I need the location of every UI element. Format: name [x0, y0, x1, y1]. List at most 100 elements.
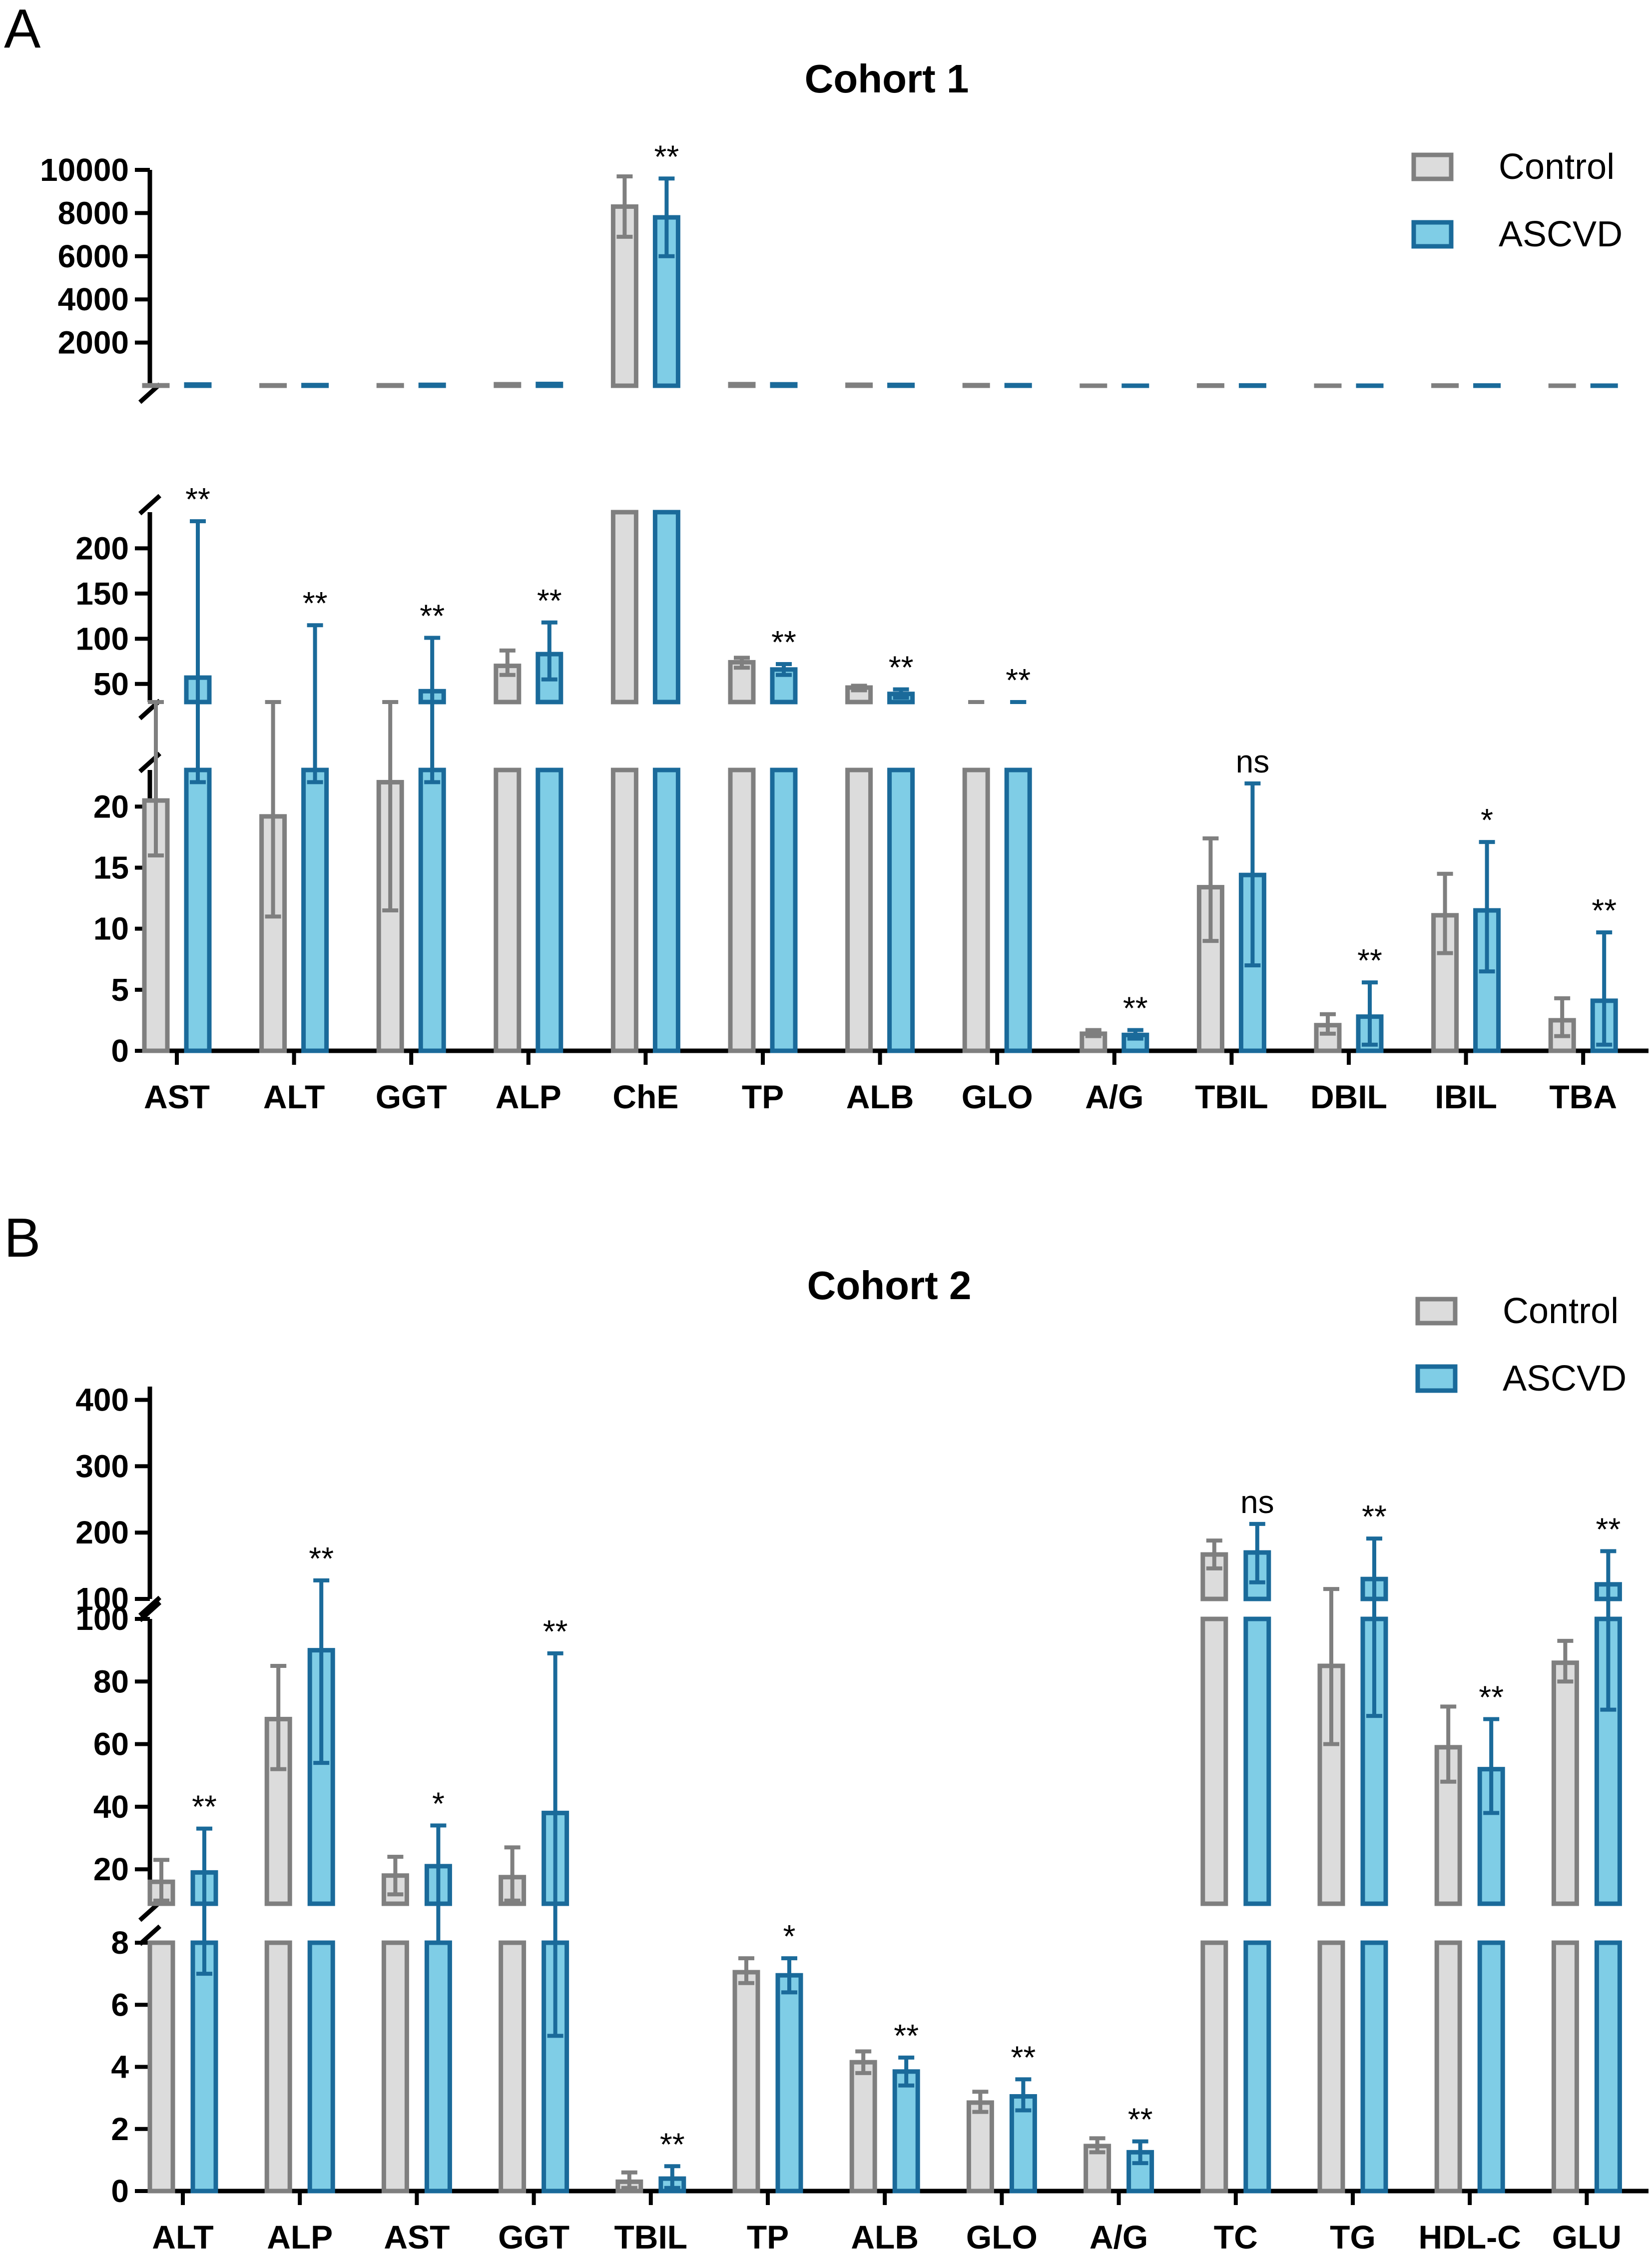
bar-ascvd [775, 1973, 803, 2194]
bar-control [1196, 885, 1224, 1053]
significance-label: ** [192, 1789, 217, 1825]
significance-label: * [432, 1785, 445, 1821]
bar-ascvd [1477, 1940, 1505, 2194]
y-tick-label: 200 [75, 530, 129, 566]
significance-label: ** [771, 624, 796, 660]
bar-ascvd [184, 767, 212, 1053]
y-tick-label: 5 [111, 972, 129, 1008]
bar-ascvd [770, 767, 798, 1053]
chart-title: Cohort 1 [805, 56, 969, 101]
y-tick-label: 0 [111, 2173, 129, 2209]
y-tick-label: 200 [75, 1514, 129, 1550]
significance-label: ** [1596, 1511, 1621, 1547]
significance-label: ** [889, 650, 914, 686]
x-tick-label: ALT [152, 2219, 213, 2256]
bar-ascvd [418, 767, 446, 1053]
significance-label: ns [1236, 744, 1270, 779]
significance-label: ns [1240, 1484, 1274, 1520]
y-tick-label: 8000 [58, 195, 129, 231]
y-tick-label: 10000 [40, 152, 129, 188]
bar-control [259, 383, 287, 388]
x-tick-label: GGT [376, 1078, 447, 1115]
x-tick-label: ALP [496, 1078, 561, 1115]
x-tick-label: TBIL [1195, 1078, 1268, 1115]
chart-title: Cohort 2 [807, 1263, 972, 1308]
bar-control [732, 1970, 760, 2194]
panel-letter: B [4, 1207, 40, 1269]
y-tick-label: 20 [93, 788, 129, 824]
significance-label: ** [1479, 1679, 1504, 1715]
bar-ascvd [887, 382, 915, 388]
significance-label: * [1481, 802, 1493, 838]
bar-control [142, 383, 170, 388]
bar-ascvd [770, 382, 798, 388]
legend-swatch-ascvd [1411, 220, 1454, 249]
x-tick-label: DBIL [1310, 1078, 1387, 1115]
significance-label: ** [1123, 990, 1148, 1026]
axis-break-mark [138, 1595, 162, 1617]
significance-label: ** [420, 598, 445, 634]
x-tick-label: ChE [612, 1078, 678, 1115]
bar-ascvd [652, 767, 680, 1053]
axis-break-mark [138, 1924, 162, 1946]
x-tick-label: IBIL [1435, 1078, 1497, 1115]
y-tick-label: 2 [111, 2111, 129, 2147]
panel-a: A Cohort 1 0 5 10 15 20 50 100 150 200 2000 4000 6000… [4, 0, 1649, 1115]
x-tick-label: TP [747, 2219, 789, 2256]
legend-swatch-control [1411, 152, 1454, 181]
bar-ascvd [652, 510, 680, 705]
bar-ascvd [1238, 383, 1266, 388]
x-tick-label: ALB [851, 2219, 919, 2256]
x-tick-label: TP [742, 1078, 784, 1115]
y-tick-label: 15 [93, 849, 129, 885]
bar-control [845, 382, 873, 388]
bar-ascvd [887, 767, 915, 1053]
significance-label: ** [660, 2126, 685, 2162]
bar-control [499, 1940, 527, 2194]
bar-control [1434, 1940, 1462, 2194]
bar-control [849, 2060, 877, 2194]
x-tick-label: ALP [267, 2219, 333, 2256]
y-tick-label: 100 [75, 1581, 129, 1617]
bar-ascvd [536, 767, 563, 1053]
legend-label-control: Control [1499, 147, 1615, 187]
axis-break-mark [138, 1600, 162, 1622]
bar-control [264, 1940, 292, 2194]
bar-control [610, 767, 638, 1053]
y-tick-label: 8 [111, 1925, 129, 1961]
x-tick-label: TC [1214, 2219, 1258, 2256]
y-tick-label: 150 [75, 576, 129, 612]
x-tick-label: TG [1330, 2219, 1376, 2256]
bar-ascvd [892, 2069, 920, 2194]
x-tick-label: TBA [1549, 1078, 1617, 1115]
bar-control [1551, 1940, 1579, 2194]
bar-ascvd [184, 382, 212, 388]
significance-label: ** [1128, 2102, 1153, 2138]
panel-letter: A [4, 0, 41, 59]
y-tick-label: 80 [93, 1663, 129, 1699]
bar-control [1551, 1660, 1579, 1906]
legend-label-ascvd: ASCVD [1503, 1359, 1627, 1399]
significance-label: ** [185, 481, 210, 517]
bar-control [845, 767, 873, 1053]
x-tick-label: A/G [1085, 1078, 1143, 1115]
legend-label-ascvd: ASCVD [1499, 214, 1623, 254]
bar-control [610, 510, 638, 705]
bar-ascvd [1004, 383, 1032, 388]
legend-label-control: Control [1503, 1291, 1619, 1331]
bar-ascvd [301, 383, 329, 388]
bar-control [381, 1940, 409, 2194]
significance-label: ** [654, 138, 679, 174]
bar-ascvd [1243, 1616, 1271, 1906]
bar-control [1200, 1940, 1228, 2194]
x-tick-label: TBIL [614, 2219, 687, 2256]
x-tick-label: GLO [962, 1078, 1033, 1115]
x-tick-label: ALB [846, 1078, 914, 1115]
significance-label: ** [537, 583, 562, 619]
bar-control [1200, 1616, 1228, 1906]
bar-ascvd [301, 767, 329, 1053]
bar-control [962, 767, 990, 1053]
bar-control [1317, 1940, 1345, 2194]
